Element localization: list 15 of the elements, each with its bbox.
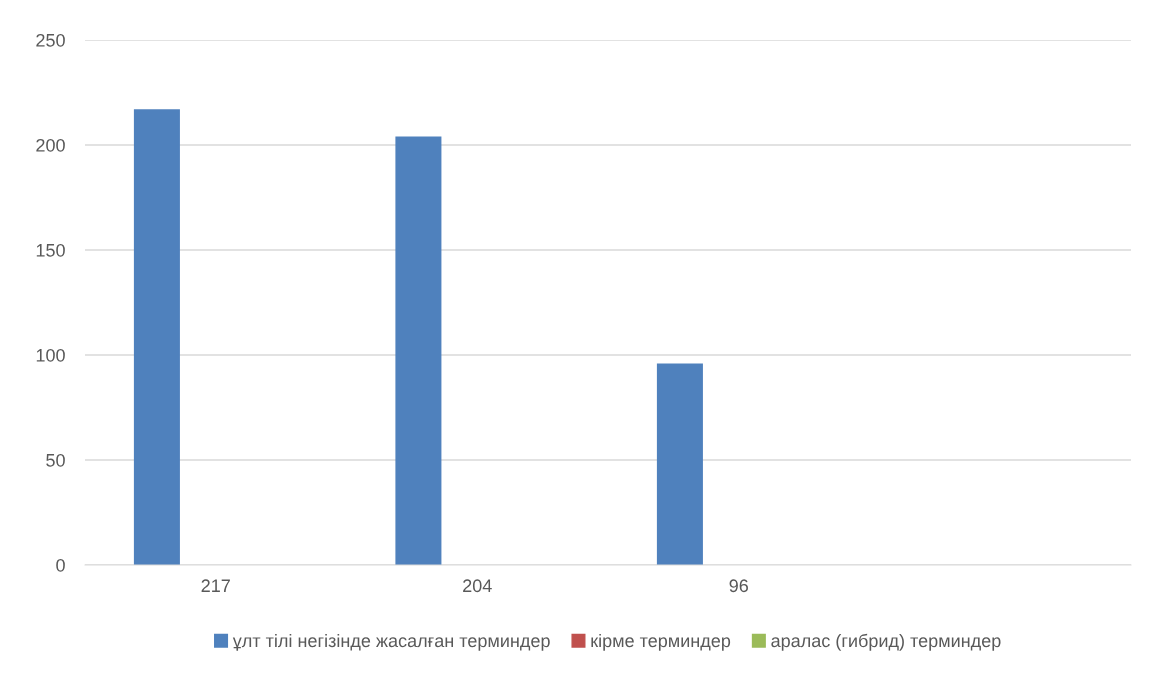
x-tick-label: 204 (463, 579, 492, 593)
y-tick-label: 0 (56, 558, 65, 572)
x-tick-label: 217 (201, 579, 230, 592)
bar (395, 136, 442, 565)
legend-label: аралас (гибрид) терминдер (771, 633, 1001, 651)
x-tick-label: 96 (729, 579, 748, 593)
y-tick-label: 150 (36, 243, 65, 257)
y-tick-label: 100 (36, 348, 65, 362)
y-tick-label: 50 (46, 453, 65, 467)
bar (133, 109, 180, 565)
bar (656, 363, 703, 565)
y-tick-label: 200 (36, 138, 65, 152)
legend-label: кірме терминдер (591, 633, 731, 651)
y-tick-label: 250 (36, 33, 65, 47)
legend-label: ұлт тілі негізінде жасалған терминдер (232, 633, 550, 651)
